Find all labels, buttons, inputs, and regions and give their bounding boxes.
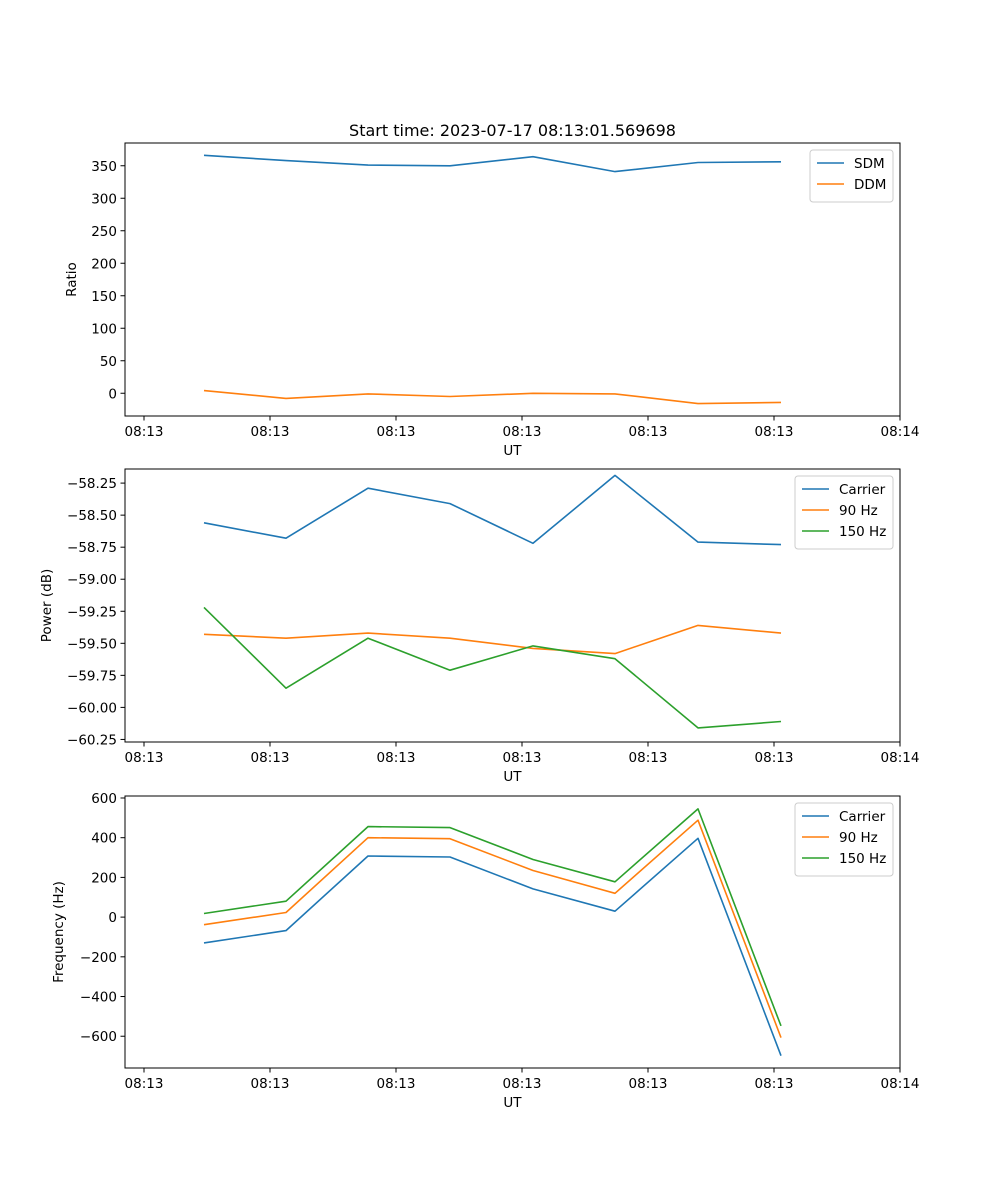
x-tick-label: 08:13 (251, 750, 290, 766)
y-tick-label: 200 (91, 870, 117, 886)
x-tick-label: 08:13 (503, 750, 542, 766)
y-tick-label: −60.00 (67, 700, 117, 716)
legend-label: 90 Hz (839, 830, 878, 846)
y-tick-label: −600 (80, 1029, 117, 1045)
series-line-carrier (203, 474, 782, 546)
series-line-150-hz (203, 808, 782, 1027)
y-tick-label: 200 (91, 256, 117, 272)
y-axis-label: Ratio (64, 262, 80, 297)
y-tick-label: −59.00 (67, 572, 117, 588)
x-tick-label: 08:13 (503, 424, 542, 440)
x-tick-label: 08:14 (881, 1076, 920, 1092)
y-axis-label: Frequency (Hz) (51, 881, 67, 983)
legend-label: 90 Hz (839, 503, 878, 519)
x-tick-label: 08:13 (251, 424, 290, 440)
x-tick-label: 08:13 (755, 1076, 794, 1092)
x-tick-label: 08:13 (125, 750, 164, 766)
series-line-sdm (203, 154, 782, 173)
y-tick-label: 300 (91, 191, 117, 207)
y-tick-label: 250 (91, 224, 117, 240)
legend: Carrier 90 Hz 150 Hz (794, 475, 894, 550)
y-tick-label: −58.50 (67, 508, 117, 524)
y-tick-label: 350 (91, 159, 117, 175)
panels: 08:13 08:13 08:13 08:13 08:13 08:13 08:14 UT 0 50… (39, 142, 920, 1111)
x-tick-label: 08:13 (629, 1076, 668, 1092)
plot-frame (124, 142, 901, 417)
series-line-ddm (203, 389, 782, 405)
x-tick-label: 08:13 (125, 424, 164, 440)
y-tick-label: 600 (91, 791, 117, 807)
y-tick-label: −58.25 (67, 476, 117, 492)
legend-label: DDM (854, 177, 886, 193)
x-tick-label: 08:13 (755, 750, 794, 766)
y-tick-label: 150 (91, 289, 117, 305)
x-tick-label: 08:13 (377, 750, 416, 766)
y-tick-label: −400 (80, 990, 117, 1006)
x-tick-label: 08:14 (881, 750, 920, 766)
y-tick-label: −59.75 (67, 668, 117, 684)
x-tick-label: 08:14 (881, 424, 920, 440)
y-tick-label: −60.25 (67, 732, 117, 748)
x-tick-label: 08:13 (629, 424, 668, 440)
y-tick-label: 400 (91, 831, 117, 847)
legend: Carrier 90 Hz 150 Hz (794, 802, 894, 877)
x-tick-label: 08:13 (755, 424, 794, 440)
x-axis-label: UT (503, 1095, 522, 1111)
legend-label: Carrier (839, 482, 886, 498)
legend-label: 150 Hz (839, 851, 886, 867)
series-line-90-hz (203, 624, 782, 655)
x-tick-label: 08:13 (251, 1076, 290, 1092)
y-tick-label: 100 (91, 321, 117, 337)
y-tick-label: −59.50 (67, 636, 117, 652)
y-axis-label: Power (dB) (39, 569, 55, 642)
y-tick-label: 0 (108, 910, 117, 926)
x-axis-label: UT (503, 769, 522, 785)
plot-frame (124, 468, 901, 743)
series-line-carrier (203, 837, 782, 1056)
series-line-90-hz (203, 819, 782, 1038)
y-tick-label: −200 (80, 950, 117, 966)
panel-1: 08:13 08:13 08:13 08:13 08:13 08:13 08:14 UT 0 50… (64, 142, 920, 459)
legend: SDM DDM (809, 149, 894, 203)
legend-label: SDM (854, 156, 885, 172)
legend-label: Carrier (839, 809, 886, 825)
y-tick-label: −59.25 (67, 604, 117, 620)
x-tick-label: 08:13 (377, 424, 416, 440)
x-tick-label: 08:13 (629, 750, 668, 766)
legend-label: 150 Hz (839, 524, 886, 540)
y-tick-label: −58.75 (67, 540, 117, 556)
x-tick-label: 08:13 (503, 1076, 542, 1092)
chart-title: Start time: 2023-07-17 08:13:01.569698 (349, 121, 676, 140)
plot-frame (124, 795, 901, 1069)
x-tick-label: 08:13 (377, 1076, 416, 1092)
x-tick-label: 08:13 (125, 1076, 164, 1092)
series-line-150-hz (203, 606, 782, 729)
y-tick-label: 0 (108, 386, 117, 402)
y-tick-label: 50 (100, 354, 117, 370)
panel-3: 08:13 08:13 08:13 08:13 08:13 08:13 08:14 UT −60… (51, 791, 919, 1111)
x-axis-label: UT (503, 443, 522, 459)
panel-2: 08:13 08:13 08:13 08:13 08:13 08:13 08:14 UT −58… (39, 468, 920, 785)
